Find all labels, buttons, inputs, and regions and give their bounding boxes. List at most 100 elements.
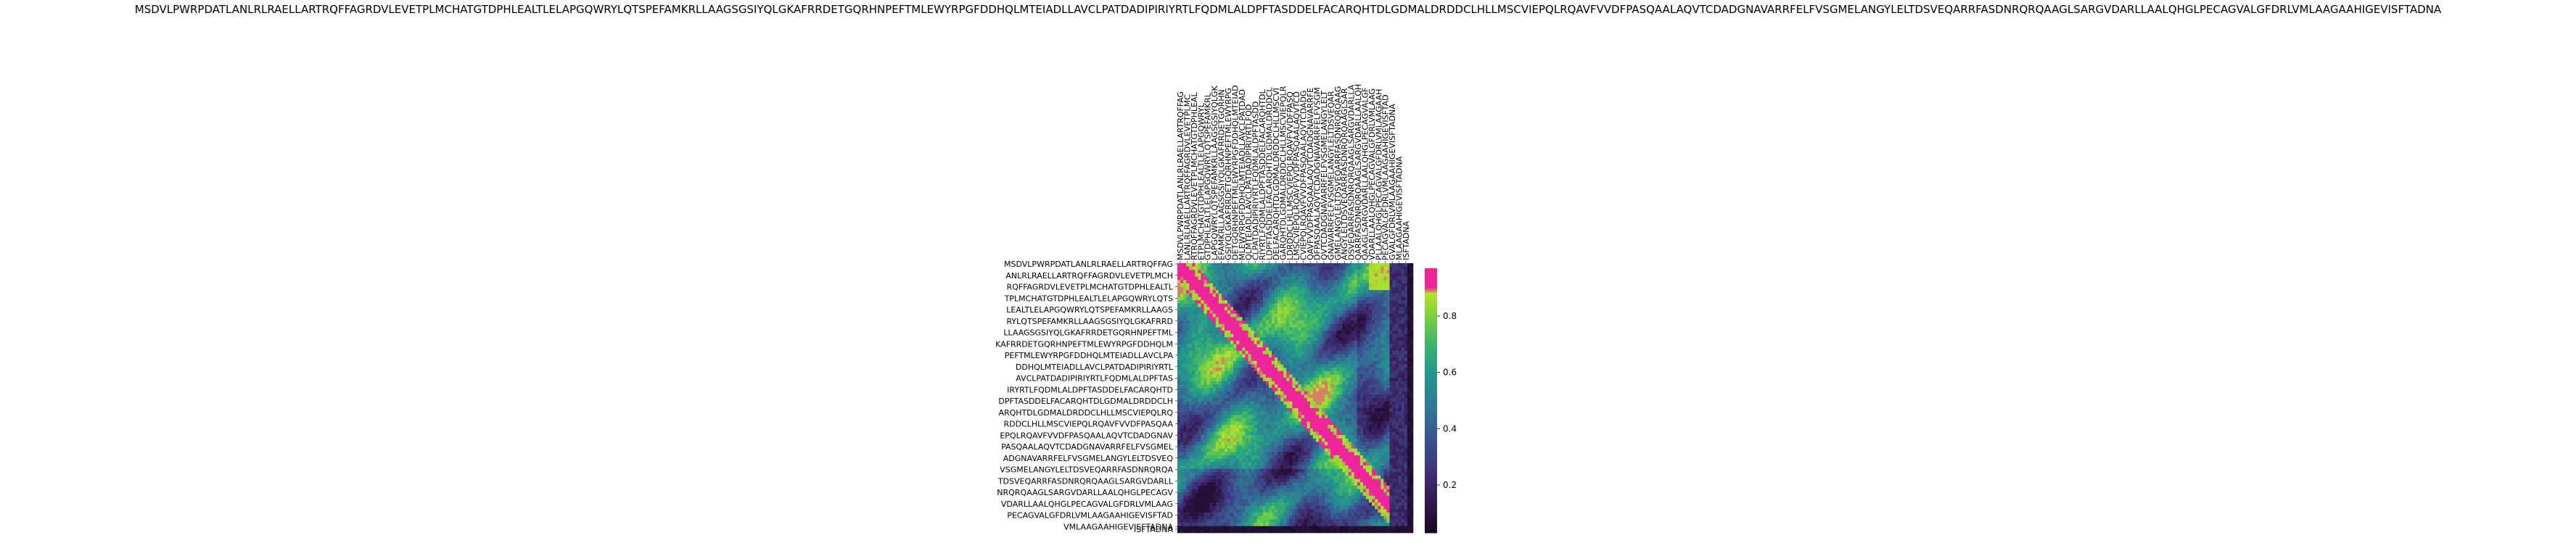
heatmap-cell <box>1286 360 1290 365</box>
heatmap-cell <box>1292 368 1296 372</box>
heatmap-cell <box>1345 448 1349 452</box>
heatmap-cell <box>1342 407 1346 412</box>
heatmap-cell <box>1248 310 1251 315</box>
heatmap-cell <box>1354 452 1358 456</box>
heatmap-cell <box>1272 401 1275 405</box>
heatmap-cell <box>1383 448 1387 452</box>
heatmap-cell <box>1286 300 1290 304</box>
heatmap-cell <box>1380 286 1384 291</box>
heatmap-cell <box>1366 368 1370 372</box>
heatmap-cell <box>1256 293 1261 297</box>
heatmap-cell <box>1215 442 1219 446</box>
heatmap-cell <box>1254 276 1257 281</box>
heatmap-cell <box>1378 398 1381 402</box>
heatmap-cell <box>1227 317 1231 321</box>
heatmap-cell <box>1410 280 1414 284</box>
heatmap-cell <box>1268 286 1272 291</box>
heatmap-cell <box>1395 347 1399 352</box>
heatmap-cell <box>1195 368 1198 372</box>
heatmap-cell <box>1180 317 1184 321</box>
heatmap-cell <box>1206 293 1210 297</box>
heatmap-cell <box>1198 398 1201 402</box>
heatmap-cell <box>1280 331 1284 334</box>
heatmap-cell <box>1315 468 1320 473</box>
heatmap-cell <box>1195 468 1198 473</box>
heatmap-cell <box>1254 263 1257 267</box>
heatmap-cell <box>1218 435 1222 439</box>
heatmap-cell <box>1395 384 1399 389</box>
heatmap-cell <box>1245 290 1248 294</box>
heatmap-cell <box>1268 405 1272 409</box>
heatmap-cell <box>1212 398 1217 402</box>
heatmap-cell <box>1186 384 1190 389</box>
heatmap-cell <box>1233 263 1237 267</box>
heatmap-cell <box>1259 323 1264 328</box>
heatmap-cell <box>1330 333 1334 338</box>
heatmap-cell <box>1375 415 1378 419</box>
heatmap-cell <box>1206 448 1210 452</box>
heatmap-cell <box>1372 368 1375 372</box>
heatmap-cell <box>1251 455 1254 459</box>
heatmap-cell <box>1245 455 1248 459</box>
heatmap-cell <box>1265 462 1270 466</box>
heatmap-cell <box>1330 317 1334 321</box>
heatmap-cell <box>1348 445 1351 449</box>
heatmap-cell <box>1410 350 1414 355</box>
heatmap-cell <box>1372 313 1375 318</box>
heatmap-cell <box>1380 357 1384 362</box>
heatmap-cell <box>1298 283 1301 287</box>
heatmap-cell <box>1351 360 1355 365</box>
heatmap-cell <box>1380 401 1384 405</box>
heatmap-cell <box>1389 310 1393 315</box>
heatmap-cell <box>1201 391 1204 395</box>
heatmap-cell <box>1227 455 1231 459</box>
heatmap-cell <box>1301 320 1304 324</box>
heatmap-cell <box>1239 465 1243 469</box>
heatmap-cell <box>1398 276 1402 281</box>
heatmap-cell <box>1369 340 1373 344</box>
heatmap-cell <box>1322 394 1325 399</box>
heatmap-cell <box>1289 378 1293 382</box>
heatmap-cell <box>1398 273 1402 277</box>
heatmap-cell <box>1203 303 1207 307</box>
heatmap-cell <box>1319 273 1322 277</box>
heatmap-cell <box>1322 347 1325 352</box>
heatmap-cell <box>1345 354 1349 358</box>
heatmap-cell <box>1375 378 1378 382</box>
heatmap-cell <box>1256 425 1261 429</box>
heatmap-cell <box>1366 431 1370 436</box>
heatmap-cell <box>1295 303 1299 307</box>
heatmap-cell <box>1209 445 1214 449</box>
heatmap-cell <box>1236 293 1240 297</box>
heatmap-cell <box>1239 425 1243 429</box>
heatmap-cell <box>1225 374 1228 378</box>
heatmap-cell <box>1198 411 1201 415</box>
heatmap-cell <box>1404 290 1408 294</box>
heatmap-cell <box>1227 438 1231 442</box>
heatmap-cell <box>1201 310 1204 315</box>
heatmap-cell <box>1245 344 1248 348</box>
heatmap-cell <box>1351 455 1355 459</box>
heatmap-cell <box>1251 418 1254 422</box>
heatmap-cell <box>1410 317 1414 321</box>
heatmap-cell <box>1342 374 1346 378</box>
heatmap-cell <box>1215 378 1219 382</box>
heatmap-cell <box>1236 270 1240 274</box>
heatmap-cell <box>1298 448 1301 452</box>
heatmap-cell <box>1378 320 1381 324</box>
heatmap-cell <box>1401 297 1405 301</box>
heatmap-cell <box>1212 391 1217 395</box>
heatmap-cell <box>1230 472 1234 476</box>
heatmap-cell <box>1286 368 1290 372</box>
heatmap-cell <box>1348 327 1351 331</box>
heatmap-cell <box>1239 391 1243 395</box>
heatmap-cell <box>1330 411 1334 415</box>
heatmap-cell <box>1389 431 1393 436</box>
heatmap-cell <box>1239 418 1243 422</box>
heatmap-cell <box>1209 415 1214 419</box>
heatmap-cell <box>1301 445 1304 449</box>
heatmap-cell <box>1330 310 1334 315</box>
heatmap-cell <box>1348 448 1351 452</box>
heatmap-cell <box>1227 266 1231 270</box>
heatmap-cell <box>1286 394 1290 399</box>
